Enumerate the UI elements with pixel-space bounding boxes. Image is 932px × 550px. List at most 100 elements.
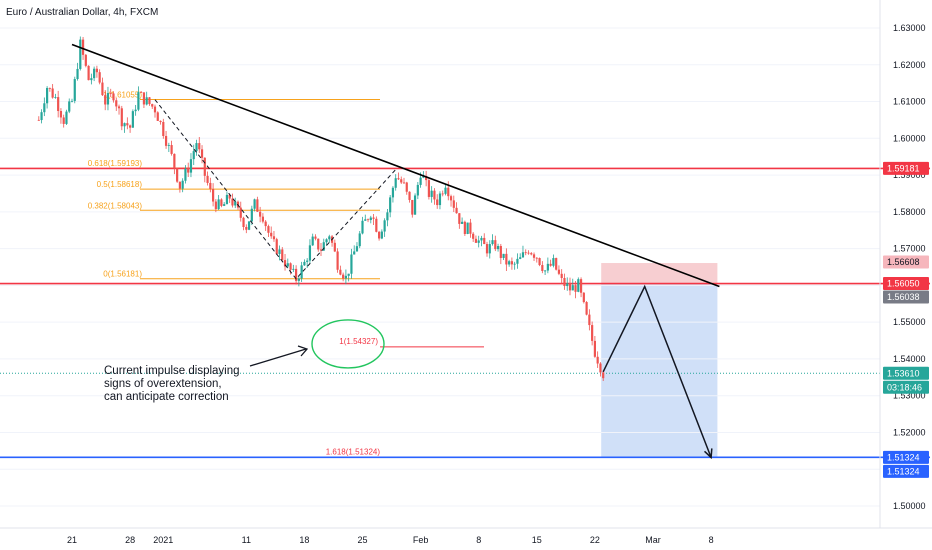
- candle-body: [209, 182, 212, 190]
- candle-body: [281, 249, 284, 261]
- candle-body: [383, 220, 386, 232]
- candle-body: [261, 216, 264, 222]
- candle-body: [466, 222, 469, 234]
- candle-body: [411, 199, 414, 215]
- candle-body: [250, 208, 253, 222]
- candle-body: [164, 135, 168, 146]
- candle-body: [275, 239, 278, 254]
- candle-body: [70, 100, 74, 102]
- price-badge: [883, 277, 929, 291]
- candle-body: [131, 111, 134, 128]
- candle-body: [126, 123, 129, 126]
- candle-body: [480, 237, 483, 241]
- candle-body: [306, 260, 309, 262]
- countdown-label: 03:18:46: [887, 382, 922, 392]
- candle-body: [568, 283, 572, 291]
- candle-body: [350, 254, 353, 274]
- candle-body: [372, 217, 375, 219]
- candle-body: [295, 268, 298, 281]
- candle-body: [566, 283, 569, 287]
- candle-body: [549, 263, 552, 266]
- x-tick-label: 22: [590, 535, 600, 545]
- candle-body: [95, 68, 98, 73]
- price-badge-label: 1.51324: [887, 452, 920, 462]
- candle-body: [336, 251, 339, 270]
- candle-body: [109, 93, 112, 94]
- candle-body: [394, 178, 397, 188]
- candle-body: [151, 104, 154, 107]
- candle-body: [256, 199, 259, 212]
- candle-body: [245, 226, 248, 230]
- candle-body: [189, 159, 193, 173]
- candle-body: [521, 252, 525, 258]
- candle-body: [458, 213, 461, 224]
- candle-body: [574, 285, 577, 292]
- annotation-arrowhead: [297, 345, 309, 357]
- candle-body: [591, 325, 594, 341]
- price-badge-label: 1.59181: [887, 163, 920, 173]
- countdown-badge: [883, 380, 929, 394]
- price-badge-label: 1.53610: [887, 368, 920, 378]
- candle-body: [156, 112, 159, 121]
- candle-body: [308, 245, 312, 261]
- x-tick-label: 25: [357, 535, 367, 545]
- candle-body: [173, 153, 176, 169]
- candle-body: [596, 356, 599, 364]
- candle-body: [496, 246, 500, 250]
- x-tick-label: Feb: [413, 535, 429, 545]
- annotation-arrow: [249, 348, 307, 367]
- trendline: [71, 43, 720, 288]
- candle-body: [510, 261, 513, 265]
- candle-body: [438, 193, 442, 206]
- candle-body: [419, 177, 422, 185]
- candle-body: [339, 269, 342, 275]
- candle-body: [386, 212, 389, 221]
- candle-body: [342, 274, 345, 279]
- candle-body: [129, 125, 132, 128]
- candle-body: [499, 246, 502, 258]
- y-tick-label: 1.62000: [893, 60, 926, 70]
- candle-body: [391, 187, 395, 198]
- candle-body: [178, 181, 181, 189]
- candle-body: [452, 200, 455, 208]
- candle-body: [278, 249, 281, 254]
- candle-body: [444, 187, 447, 194]
- annotation-line-0: Current impulse displaying: [104, 365, 240, 377]
- candle-body: [104, 95, 107, 105]
- swing-dashed-line: [154, 99, 397, 280]
- x-tick-label: 21: [67, 535, 77, 545]
- candle-body: [159, 120, 162, 123]
- candle-body: [535, 257, 538, 259]
- candle-body: [289, 263, 292, 270]
- candle-body: [400, 179, 403, 183]
- target-zone: [601, 283, 718, 458]
- candle-body: [463, 221, 466, 234]
- candle-body: [259, 211, 262, 217]
- y-tick-label: 1.58000: [893, 207, 926, 217]
- candle-body: [62, 117, 65, 124]
- x-tick-label: 2021: [153, 535, 173, 545]
- candle-body: [206, 175, 209, 183]
- candle-body: [593, 340, 596, 357]
- y-tick-label: 1.57000: [893, 244, 926, 254]
- candle-body: [555, 258, 558, 270]
- y-tick-label: 1.63000: [893, 23, 926, 33]
- candle-body: [530, 253, 533, 255]
- candle-body: [311, 236, 314, 246]
- candle-body: [541, 265, 544, 271]
- candle-body: [217, 199, 220, 210]
- candle-body: [389, 197, 392, 213]
- price-badge-label: 1.56608: [887, 257, 920, 267]
- price-badge-label: 1.56050: [887, 279, 920, 289]
- candle-body: [588, 314, 591, 326]
- candle-body: [170, 145, 173, 154]
- candle-body: [333, 242, 336, 252]
- candle-body: [355, 246, 359, 252]
- candle-body: [425, 176, 428, 181]
- candle-body: [532, 254, 536, 258]
- candle-body: [115, 100, 118, 107]
- candle-body: [106, 93, 110, 105]
- candle-body: [167, 145, 170, 146]
